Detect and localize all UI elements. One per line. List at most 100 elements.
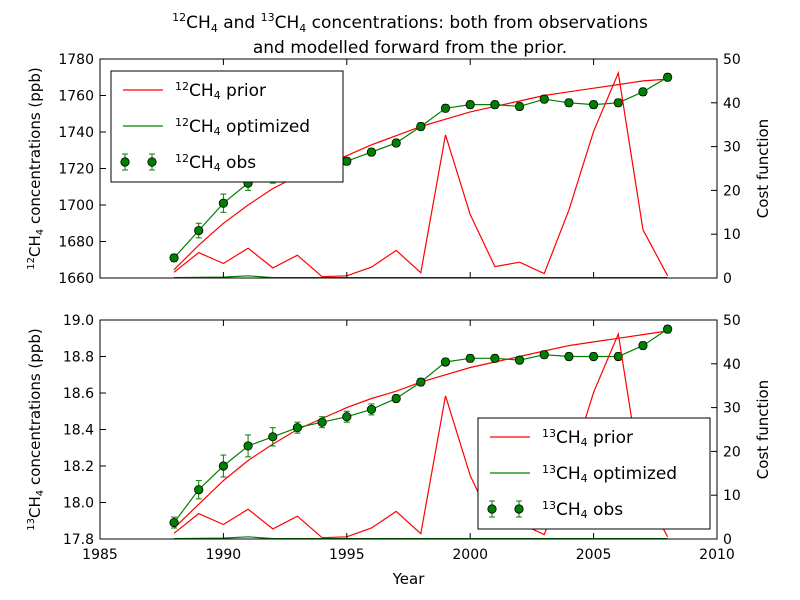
y-axis-label-sub: 4 (35, 490, 46, 496)
obs-point (169, 253, 179, 263)
y-axis-label-main: CH (26, 496, 44, 518)
obs-point (663, 324, 673, 334)
legend-label-rest: prior (588, 428, 633, 448)
obs-point (169, 517, 179, 528)
legend-marker (120, 157, 130, 167)
x-axis-label: Year (392, 570, 426, 588)
obs-point (638, 87, 648, 97)
y2-tick-label: 40 (723, 357, 741, 373)
obs-point (440, 357, 451, 367)
obs-point (391, 393, 401, 404)
obs-point (663, 72, 673, 82)
legend-label-main: CH (556, 500, 581, 520)
legend-label-sup: 12 (175, 152, 189, 165)
obs-point (366, 147, 377, 157)
legend-label-sub: 4 (581, 472, 588, 485)
y2-axis-label: Cost function (754, 119, 772, 218)
obs-point (342, 156, 352, 166)
y-axis-label: 12CH4 concentrations (ppb) (26, 67, 46, 269)
series-line-3 (173, 70, 669, 278)
legend-label-sub: 4 (581, 508, 588, 521)
y-tick-label: 1700 (58, 198, 94, 214)
x-tick-label: 1990 (206, 547, 242, 563)
legend-label-rest: obs (221, 153, 257, 173)
y2-tick-label: 10 (723, 227, 741, 243)
legend-label-main: CH (189, 117, 214, 137)
legend-label-sup: 12 (175, 116, 189, 129)
bottom-panel: 17.8 18.0 18.2 18.4 18.6 18.8 19.0 0 10 20 30 40 50 1… (26, 313, 772, 588)
obs-point (465, 100, 475, 110)
y-axis-label-sub: 4 (35, 229, 46, 235)
obs-point (564, 98, 574, 108)
obs-point (490, 100, 500, 110)
y2-axis-label: Cost function (754, 380, 772, 479)
obs-point (391, 138, 401, 148)
obs-point (317, 417, 327, 427)
obs-point (440, 103, 451, 113)
y2-tick-label: 40 (723, 96, 741, 112)
y-tick-label: 1760 (58, 89, 94, 105)
obs-point (539, 94, 549, 104)
obs-point (514, 101, 525, 112)
obs-point (465, 353, 475, 363)
obs-point (613, 98, 623, 108)
y-axis-label-rest: concentrations (ppb) (26, 328, 44, 490)
obs-point (416, 377, 426, 387)
y2-tick-label: 30 (723, 401, 741, 417)
legend-label-sub: 4 (214, 89, 221, 102)
legend-label-sup: 13 (542, 499, 556, 512)
y-tick-label: 18.8 (63, 350, 94, 366)
y-tick-label: 18.2 (63, 459, 94, 475)
x-tick-label: 1995 (329, 547, 365, 563)
legend-label-sub: 4 (581, 436, 588, 449)
x-tick-label: 1985 (82, 547, 118, 563)
obs-point (292, 423, 303, 433)
y-axis-label-rest: concentrations (ppb) (26, 67, 44, 229)
y-tick-label: 1780 (58, 52, 94, 68)
obs-point (514, 355, 525, 365)
legend-label: 12CH4 optimized (175, 116, 310, 138)
obs-point (539, 350, 549, 360)
y-tick-label: 1680 (58, 235, 94, 251)
obs-point (490, 353, 500, 363)
obs-point (194, 485, 204, 495)
obs-point (366, 404, 377, 415)
legend-label-sub: 4 (214, 125, 221, 138)
legend-marker (514, 504, 524, 514)
legend-label-sup: 13 (542, 463, 556, 476)
obs-point (194, 225, 204, 236)
legend-label-sub: 4 (214, 161, 221, 174)
legend-marker (147, 157, 157, 167)
obs-point (243, 441, 253, 451)
y-tick-label: 1740 (58, 125, 94, 141)
y2-tick-label: 20 (723, 183, 741, 199)
legend-label-sup: 13 (542, 427, 556, 440)
obs-point (342, 412, 352, 422)
obs-point (416, 121, 426, 132)
y2-tick-label: 20 (723, 444, 741, 460)
legend-label: 13CH4 prior (542, 427, 633, 449)
legend-label-main: CH (189, 153, 214, 173)
y2-tick-label: 0 (723, 271, 732, 287)
top-panel: 1660 1680 1700 1720 1740 1760 1780 0 10 20 30 40 50 1… (26, 52, 772, 287)
y2-tick-label: 50 (723, 52, 741, 68)
y-tick-label: 19.0 (63, 313, 94, 329)
y-axis-label: 13CH4 concentrations (ppb) (26, 328, 46, 530)
legend-label-rest: optimized (588, 464, 677, 484)
obs-point (218, 461, 228, 471)
x-tick-label: 2010 (699, 547, 735, 563)
legend-label-main: CH (556, 464, 581, 484)
obs-point (613, 351, 623, 362)
y2-tick-label: 0 (723, 532, 732, 548)
legend-label-rest: obs (588, 500, 624, 520)
legend-label-main: CH (189, 81, 214, 101)
y-axis-label-sup: 12 (26, 257, 37, 270)
legend-label-rest: prior (221, 81, 266, 101)
obs-point (564, 351, 574, 362)
obs-point (588, 100, 599, 110)
obs-point (268, 432, 278, 442)
obs-point (218, 198, 228, 208)
